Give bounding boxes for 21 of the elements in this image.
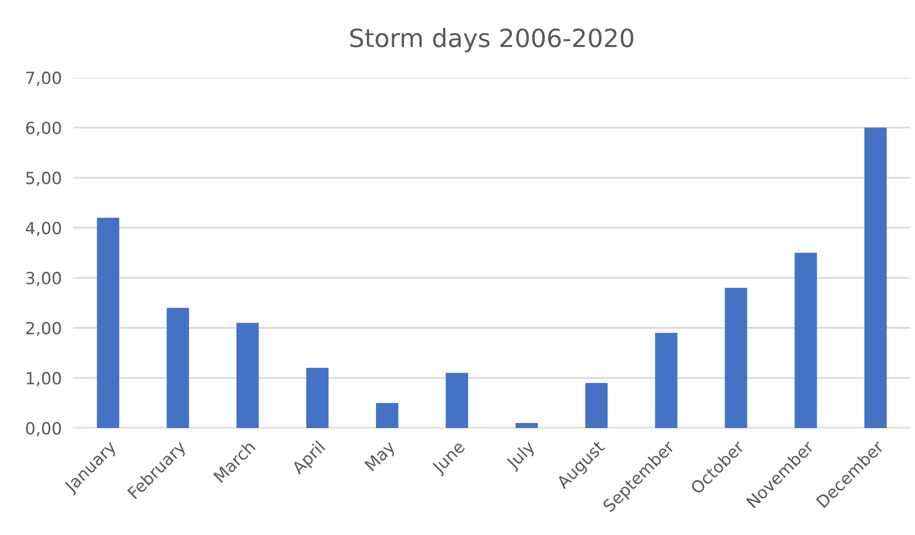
y-tick-label: 0,00 <box>26 422 61 436</box>
y-tick-label: 3,00 <box>26 272 61 286</box>
y-tick-label: 5,00 <box>26 172 61 186</box>
bar <box>655 332 678 428</box>
y-tick-label: 1,00 <box>26 372 61 386</box>
bar <box>516 422 538 428</box>
bar <box>794 252 817 428</box>
y-tick-label: 6,00 <box>26 122 61 136</box>
bar <box>306 368 329 428</box>
bar <box>724 288 748 428</box>
bar <box>585 382 608 428</box>
bar <box>166 308 190 428</box>
bar <box>446 372 468 428</box>
y-tick-label: 7,00 <box>26 72 61 86</box>
bar <box>236 322 259 428</box>
bar <box>96 218 120 428</box>
chart-title: Storm days 2006-2020 <box>350 28 634 52</box>
bar <box>376 402 398 428</box>
y-tick-label: 2,00 <box>26 322 61 336</box>
bar <box>864 128 887 428</box>
y-tick-label: 4,00 <box>26 222 61 236</box>
